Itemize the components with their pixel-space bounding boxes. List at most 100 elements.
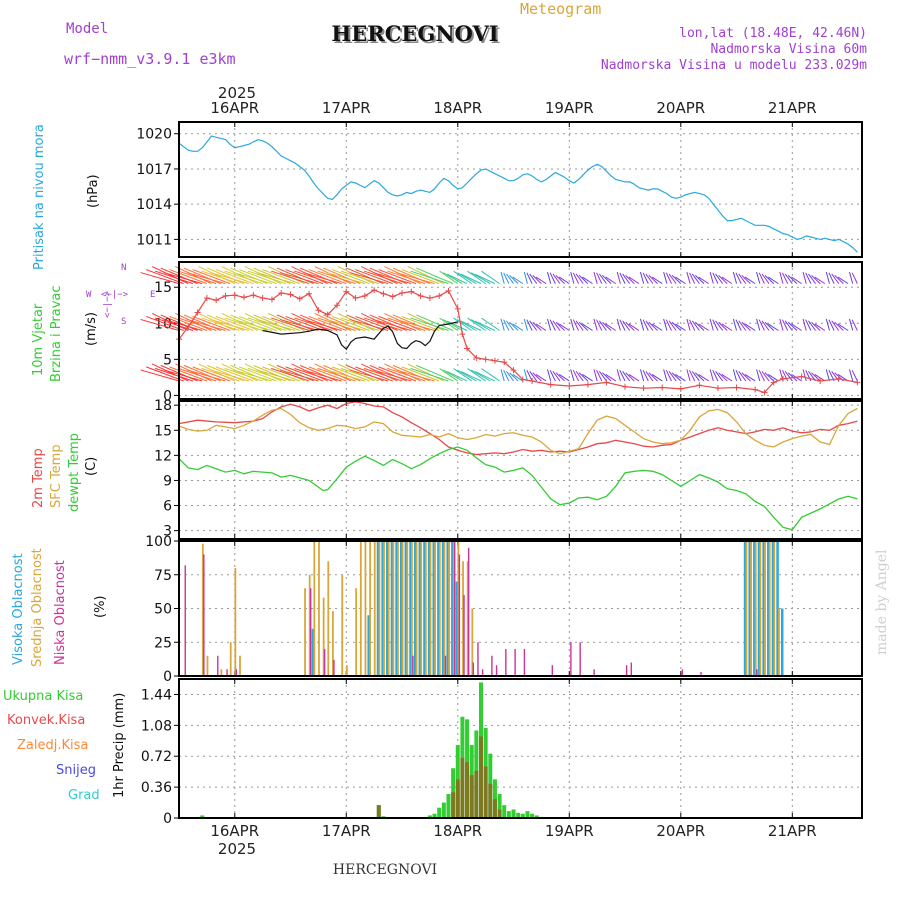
wind-speed-marker	[371, 287, 378, 294]
cloud-bar-low	[454, 541, 456, 676]
wind-arrow	[210, 272, 249, 285]
cloud-bar-high	[427, 541, 431, 676]
wind-speed-marker	[306, 290, 313, 297]
wind-arrow	[529, 320, 538, 331]
wind-arrow	[384, 363, 421, 382]
wind-arrow	[178, 367, 217, 382]
cloud-bar-high	[404, 541, 408, 676]
cloud-bar-high	[753, 541, 756, 676]
cloud-bar-low	[309, 588, 312, 676]
precip-legend-total: Ukupna Kisa	[3, 689, 83, 704]
wind-arrow	[535, 323, 547, 331]
wind-arrow	[718, 372, 728, 382]
wind-arrow	[834, 275, 844, 284]
wind-speed-marker	[185, 323, 192, 330]
wind-arrow	[467, 368, 486, 382]
wind-arrow	[340, 317, 379, 331]
wind-arrow	[779, 318, 784, 331]
cloud-label-low: Niska Oblacnost	[53, 560, 68, 665]
wind-arrow	[718, 321, 728, 331]
wind-speed-marker	[426, 295, 433, 302]
cloud-panel: 0 25 50 75 100	[145, 534, 863, 685]
wind-arrow	[256, 272, 296, 285]
footer-station: HERCEGNOVI	[333, 862, 437, 878]
wind-arrow	[721, 276, 733, 285]
wind-arrow	[738, 273, 747, 284]
wind-arrow	[446, 273, 468, 285]
wind-arrow	[270, 317, 310, 331]
wind-arrow	[602, 321, 612, 331]
wind-arrow	[151, 363, 189, 382]
wind-arrow	[834, 321, 844, 331]
wind-arrow	[837, 323, 849, 331]
cloud-bar-low	[323, 649, 326, 676]
wind-arrow	[665, 369, 672, 382]
wind-arrow	[294, 317, 333, 331]
wind-arrow	[481, 368, 500, 382]
cloud-bar-high	[395, 541, 398, 676]
wind-arrow	[805, 272, 812, 284]
wind-arrow	[198, 313, 235, 331]
wind-arrow	[221, 313, 259, 331]
wind-arrow	[648, 372, 658, 382]
wind-arrow	[470, 369, 491, 382]
precip-bar-total	[534, 815, 539, 818]
wind-arrow	[691, 273, 700, 284]
wind-arrow	[244, 313, 282, 331]
wind-arrow	[732, 271, 738, 284]
wind-arrow	[201, 270, 240, 285]
panel-border	[178, 121, 863, 258]
wind-speed-marker	[268, 296, 275, 303]
cloud-bar-mid	[415, 541, 418, 676]
wind-arrow	[758, 319, 765, 331]
wind-speed-marker	[454, 305, 461, 312]
temp-2m-line	[178, 401, 858, 456]
precip-bar-total	[497, 793, 502, 818]
wind-speed-marker	[640, 385, 647, 392]
y-tick-label: 100	[145, 534, 172, 550]
wind-speed-marker	[287, 291, 294, 298]
wind-arrow	[372, 369, 412, 382]
wind-arrow	[215, 315, 254, 331]
wind-arrow	[410, 367, 449, 382]
wind-arrow	[738, 320, 747, 331]
cloud-bar-mid	[764, 541, 766, 676]
cloud-bar-low	[412, 655, 414, 676]
wind-arrow	[178, 270, 217, 285]
wind-arrow	[570, 271, 575, 284]
cloud-bar-low	[481, 669, 484, 676]
wind-arrow	[598, 370, 607, 382]
wind-arrow	[668, 370, 677, 382]
precip-bar-convective	[451, 792, 456, 818]
cloud-bar-mid	[313, 541, 316, 676]
precip-bar-convective	[497, 809, 502, 818]
cloud-bar-mid	[452, 541, 455, 676]
wind-arrow	[407, 363, 445, 382]
cloud-bar-low	[630, 662, 632, 676]
wind-arrow	[663, 271, 668, 284]
precip-legend-convective: Konvek.Kisa	[7, 713, 85, 728]
y-tick-label: 3	[163, 524, 172, 540]
wind-speed-marker	[436, 292, 443, 299]
wind-arrow	[851, 319, 858, 331]
wind-arrow	[831, 320, 840, 331]
wind-arrow	[360, 313, 398, 331]
cloud-bar-mid	[778, 608, 780, 676]
wind-arrow	[761, 273, 770, 284]
wind-arrow	[291, 266, 328, 285]
wind-arrow	[151, 313, 189, 331]
wind-arrow	[506, 273, 514, 284]
bottom-date-label: 16APR	[210, 822, 259, 840]
y-tick-label: 1020	[136, 127, 172, 143]
wind-arrow	[686, 318, 691, 331]
top-date-label: 18APR	[433, 99, 482, 117]
cloud-bar-mid	[457, 541, 460, 676]
wind-speed-marker	[324, 311, 331, 318]
wind-arrow	[555, 275, 565, 284]
wind-arrow	[741, 372, 751, 382]
wind-arrow	[698, 276, 709, 285]
cloud-bar-low	[184, 565, 186, 676]
wind-arrow	[285, 315, 324, 331]
cloud-bar-low	[491, 655, 493, 676]
precip-bar-total	[200, 815, 205, 818]
